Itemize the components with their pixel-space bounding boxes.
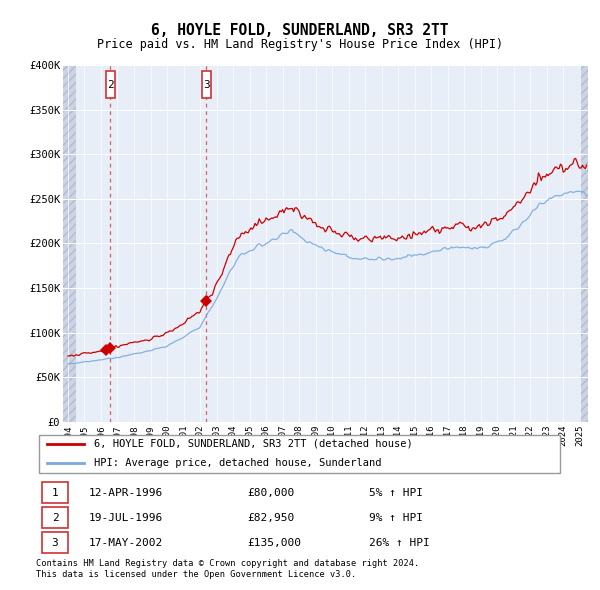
Text: 17-MAY-2002: 17-MAY-2002 <box>89 538 163 548</box>
Text: 6, HOYLE FOLD, SUNDERLAND, SR3 2TT (detached house): 6, HOYLE FOLD, SUNDERLAND, SR3 2TT (deta… <box>94 439 413 449</box>
Text: HPI: Average price, detached house, Sunderland: HPI: Average price, detached house, Sund… <box>94 458 382 468</box>
Text: 9% ↑ HPI: 9% ↑ HPI <box>368 513 422 523</box>
Text: 12-APR-1996: 12-APR-1996 <box>89 488 163 498</box>
FancyBboxPatch shape <box>43 532 68 553</box>
Text: 2: 2 <box>52 513 58 523</box>
Text: Contains HM Land Registry data © Crown copyright and database right 2024.: Contains HM Land Registry data © Crown c… <box>36 559 419 568</box>
Text: Price paid vs. HM Land Registry's House Price Index (HPI): Price paid vs. HM Land Registry's House … <box>97 38 503 51</box>
Text: This data is licensed under the Open Government Licence v3.0.: This data is licensed under the Open Gov… <box>36 570 356 579</box>
Text: 19-JUL-1996: 19-JUL-1996 <box>89 513 163 523</box>
Text: 3: 3 <box>52 538 58 548</box>
FancyBboxPatch shape <box>202 71 211 98</box>
FancyBboxPatch shape <box>38 435 560 473</box>
Text: 3: 3 <box>203 80 209 90</box>
Text: £80,000: £80,000 <box>247 488 295 498</box>
Text: £82,950: £82,950 <box>247 513 295 523</box>
Text: 1: 1 <box>52 488 58 498</box>
Text: £135,000: £135,000 <box>247 538 301 548</box>
Bar <box>580 65 588 422</box>
Text: 26% ↑ HPI: 26% ↑ HPI <box>368 538 430 548</box>
Text: 2: 2 <box>107 80 113 90</box>
FancyBboxPatch shape <box>43 482 68 503</box>
Bar <box>63 65 76 422</box>
Text: 5% ↑ HPI: 5% ↑ HPI <box>368 488 422 498</box>
FancyBboxPatch shape <box>43 507 68 528</box>
Text: 6, HOYLE FOLD, SUNDERLAND, SR3 2TT: 6, HOYLE FOLD, SUNDERLAND, SR3 2TT <box>151 23 449 38</box>
FancyBboxPatch shape <box>106 71 115 98</box>
